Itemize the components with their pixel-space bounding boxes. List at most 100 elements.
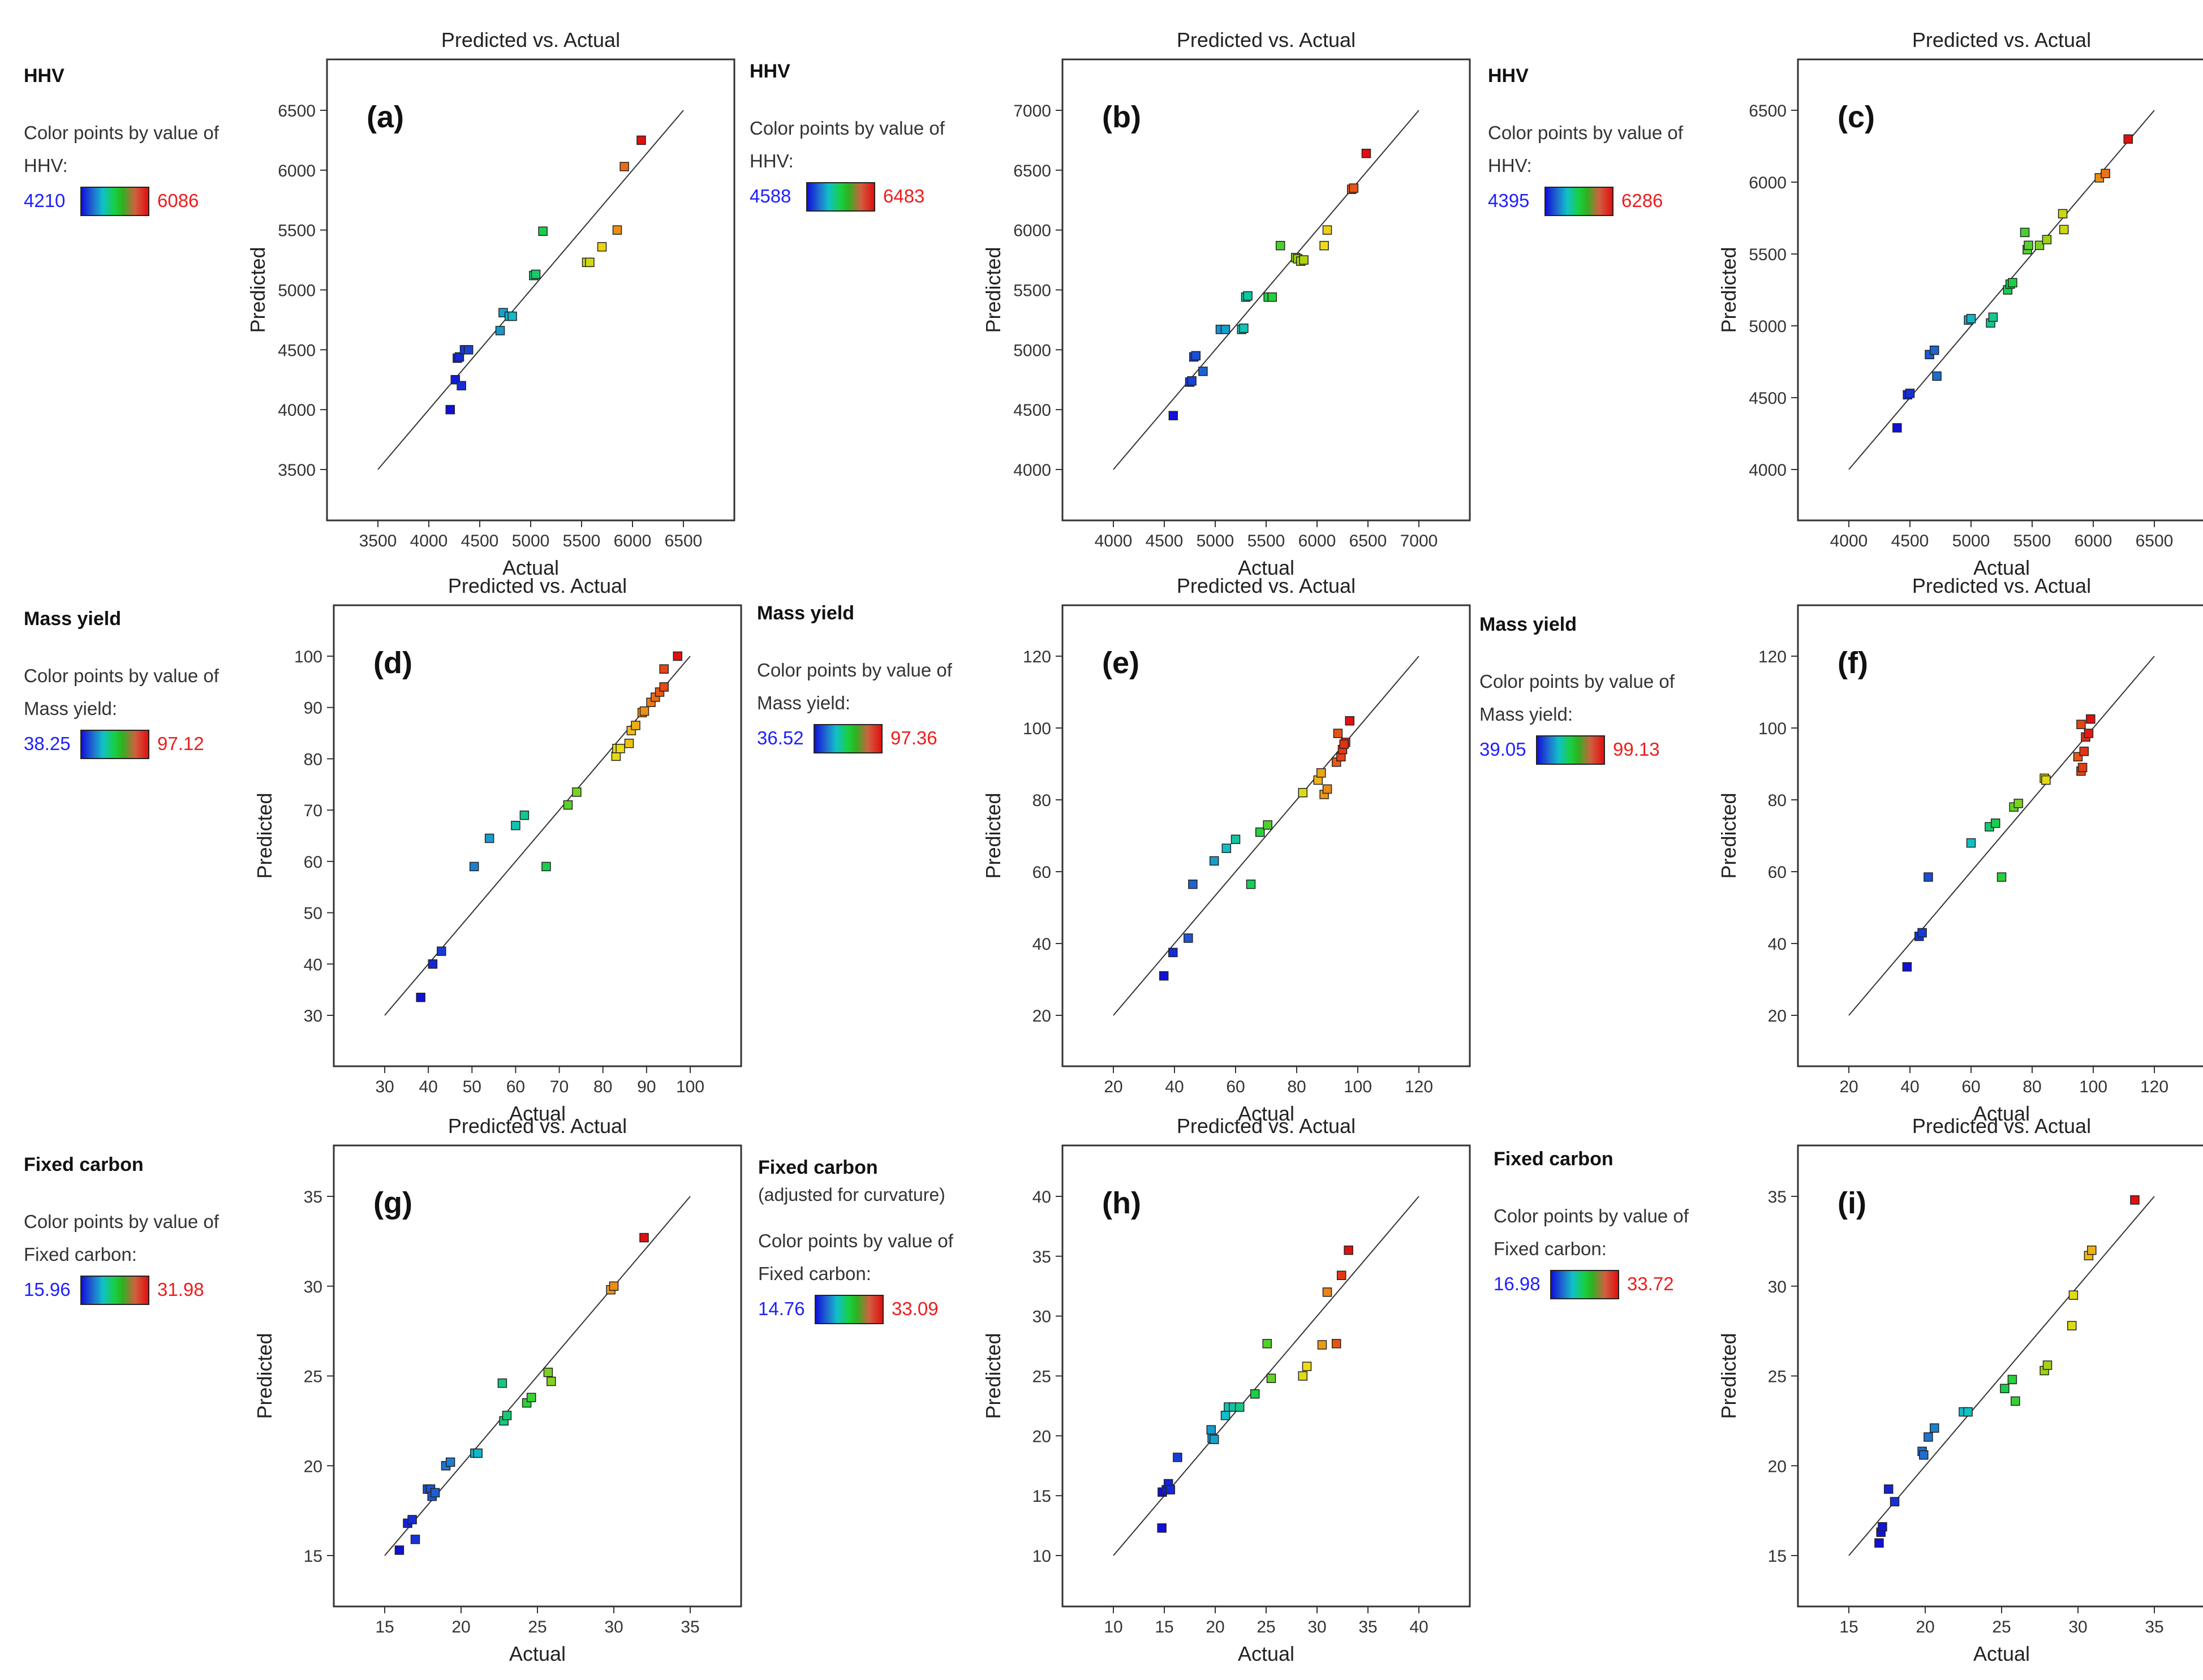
color-gradient-bar [806, 182, 875, 212]
x-tick-label: 25 [1257, 1618, 1275, 1636]
y-tick-label: 120 [1023, 648, 1051, 666]
x-tick-label: 80 [2023, 1078, 2041, 1096]
data-point [1319, 240, 1329, 251]
y-axis-label: Predicted [253, 1333, 276, 1419]
data-point [639, 1233, 649, 1243]
data-point [1243, 291, 1253, 301]
color-gradient-bar [80, 187, 149, 216]
x-tick-label: 6000 [614, 532, 652, 550]
data-point [547, 1376, 556, 1386]
data-point [1184, 933, 1193, 943]
data-point [445, 404, 455, 415]
x-tick-label: 40 [1409, 1618, 1428, 1636]
data-point [2123, 134, 2133, 144]
x-tick-label: 100 [676, 1078, 704, 1096]
data-point [416, 993, 425, 1002]
color-scale-high: 33.72 [1627, 1273, 1674, 1294]
y-tick-label: 4500 [1013, 401, 1051, 420]
reference-line [1113, 110, 1419, 470]
x-tick-label: 4500 [1146, 532, 1184, 550]
color-scale-high: 6086 [157, 190, 199, 211]
panel-label: (h) [1102, 1186, 1141, 1220]
color-scale-low: 4588 [750, 186, 791, 206]
data-point [457, 381, 466, 391]
color-caption: Fixed carbon: [758, 1263, 871, 1284]
data-point [1966, 314, 1976, 324]
color-caption: HHV: [750, 150, 794, 171]
x-tick-label: 20 [451, 1618, 470, 1636]
y-tick-label: 20 [1768, 1457, 1787, 1476]
data-point [497, 1378, 507, 1388]
x-axis-label: Actual [1973, 1102, 2030, 1125]
data-point [2130, 1195, 2140, 1205]
x-axis-label: Actual [509, 1642, 566, 1665]
y-axis-label: Predicted [982, 792, 1005, 878]
data-point [659, 664, 669, 674]
color-scale-low: 15.96 [24, 1279, 71, 1300]
chart-title: Predicted vs. Actual [1177, 1114, 1356, 1138]
scatter-chart: Predicted vs. Actual (d) 30 40 50 60 70 80 90 100… [253, 574, 742, 1125]
y-axis-label: Predicted [1717, 792, 1740, 878]
data-point [463, 345, 474, 355]
x-tick-label: 15 [1839, 1618, 1858, 1636]
scatter-chart: Predicted vs. Actual (g) 15 20 25 30 35 15 20 25 3… [253, 1114, 742, 1665]
data-point [1220, 325, 1230, 334]
y-tick-label: 5000 [1749, 317, 1787, 336]
y-axis-label: Predicted [1717, 247, 1740, 333]
data-point [1198, 367, 1208, 376]
y-tick-label: 40 [1768, 935, 1787, 954]
y-axis-label: Predicted [246, 247, 269, 333]
color-scale-high: 97.36 [890, 727, 937, 748]
color-scale-low: 38.25 [24, 733, 71, 754]
y-tick-label: 40 [304, 955, 322, 974]
color-scale-low: 14.76 [758, 1298, 805, 1319]
y-axis-label: Predicted [982, 1333, 1005, 1419]
data-point [1890, 1497, 1900, 1506]
data-point [1878, 1522, 1887, 1532]
legend-panel: Fixed carbon Color points by value of Fixe… [24, 1154, 256, 1305]
y-tick-label: 35 [1032, 1248, 1051, 1267]
data-point [2087, 1246, 2097, 1255]
color-caption: Mass yield: [1479, 704, 1573, 725]
y-tick-label: 4000 [278, 401, 316, 420]
data-point [1298, 1371, 1308, 1381]
color-scale-high: 6286 [1621, 190, 1663, 211]
data-point [1173, 1453, 1182, 1462]
color-scale: 16.98 33.72 [1494, 1268, 1726, 1299]
data-point [1919, 1450, 1929, 1460]
y-tick-label: 30 [304, 1007, 322, 1026]
data-point [1997, 872, 2007, 882]
data-point [1322, 225, 1332, 235]
x-tick-label: 60 [1961, 1078, 1980, 1096]
x-tick-label: 100 [2079, 1078, 2107, 1096]
color-caption: Color points by value of [1488, 122, 1683, 143]
x-tick-label: 35 [2145, 1618, 2163, 1636]
data-point [428, 959, 438, 969]
legend-panel: Fixed carbon (adjusted for curvature) Colo… [758, 1157, 990, 1324]
color-caption: Color points by value of [24, 1211, 219, 1232]
response-note: (adjusted for curvature) [758, 1184, 945, 1205]
y-axis-label: Predicted [253, 792, 276, 878]
data-point [1988, 312, 1998, 322]
x-tick-label: 15 [375, 1618, 394, 1636]
color-scale-low: 16.98 [1494, 1273, 1541, 1294]
y-tick-label: 20 [304, 1457, 322, 1476]
chart-title: Predicted vs. Actual [1177, 28, 1356, 51]
data-point [1220, 1411, 1230, 1420]
data-point [1191, 351, 1201, 361]
color-scale-high: 99.13 [1613, 739, 1660, 760]
data-point [1255, 827, 1265, 837]
x-tick-label: 5000 [512, 532, 550, 550]
y-tick-label: 40 [1032, 1188, 1051, 1207]
data-point [1221, 843, 1232, 853]
y-tick-label: 100 [294, 648, 322, 666]
data-point [394, 1545, 405, 1555]
y-tick-label: 30 [1032, 1308, 1051, 1326]
response-name: Mass yield [24, 608, 121, 630]
data-point [2024, 240, 2033, 251]
x-tick-label: 90 [637, 1078, 656, 1096]
chart-title: Predicted vs. Actual [448, 1114, 627, 1138]
color-scale: 39.05 99.13 [1479, 733, 1711, 765]
data-point [519, 810, 530, 820]
y-tick-label: 6000 [1013, 222, 1051, 240]
